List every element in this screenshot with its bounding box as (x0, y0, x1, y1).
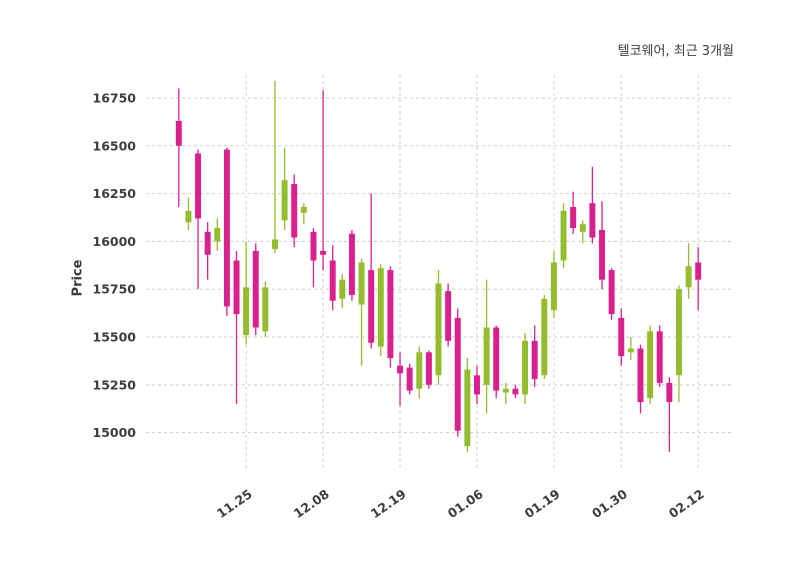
candle-body (214, 228, 221, 242)
candle-body (416, 352, 423, 389)
candle-body (493, 327, 500, 391)
candle-body (579, 224, 586, 232)
candle-body (618, 317, 625, 357)
x-tick-label: 01.06 (445, 486, 486, 521)
x-tick-label: 12.19 (368, 486, 409, 521)
candle-body (675, 289, 682, 376)
candle-body (281, 180, 288, 221)
candle-body (368, 270, 375, 343)
candle-body (195, 153, 202, 219)
candle-body (358, 262, 365, 305)
x-tick-label: 11.25 (214, 486, 255, 521)
candle-body (695, 262, 702, 280)
candle-body (502, 388, 509, 393)
candle-body (666, 382, 673, 403)
y-tick-label: 16500 (93, 138, 137, 153)
candle-body (512, 388, 519, 395)
y-tick-label: 16250 (93, 186, 137, 201)
candle-body (320, 250, 327, 255)
candle-body (377, 268, 384, 347)
candle-body (685, 266, 692, 288)
candle-body (233, 260, 240, 315)
candle-body (387, 270, 394, 359)
candle-body (608, 270, 615, 315)
candle-body (397, 365, 404, 374)
y-tick-label: 15750 (93, 282, 137, 297)
candle-body (175, 120, 182, 146)
candle-body (348, 233, 355, 295)
x-tick-label: 02.12 (666, 486, 707, 521)
y-tick-label: 16750 (93, 90, 137, 105)
candle-body (464, 369, 471, 447)
candle-body (570, 206, 577, 229)
candle-body (339, 279, 346, 299)
x-tick-label: 01.19 (522, 486, 563, 521)
candle-body (252, 250, 259, 328)
candle-body (550, 262, 557, 311)
candle-body (483, 327, 490, 385)
candle-body (243, 287, 250, 336)
candle-body (445, 291, 452, 341)
candle-body (425, 352, 432, 385)
candle-body (541, 298, 548, 376)
candle-body (262, 287, 269, 332)
candle-body (300, 206, 307, 213)
candle-body (223, 149, 230, 307)
candle-body (589, 203, 596, 238)
x-tick-label: 01.30 (589, 486, 630, 521)
candle-body (473, 375, 480, 395)
candle-body (406, 367, 413, 391)
candle-body (185, 210, 192, 223)
candle-body (272, 239, 278, 250)
y-tick-label: 15500 (93, 330, 137, 345)
candle-body (435, 283, 442, 376)
candle-body (522, 340, 529, 395)
y-tick-label: 16000 (93, 234, 137, 249)
candle-body (656, 331, 663, 383)
candle-body (599, 229, 605, 280)
y-tick-label: 15250 (93, 377, 137, 392)
candle-body (291, 184, 298, 238)
candle-body (531, 340, 538, 380)
candle-body (454, 317, 461, 431)
candle-body (560, 210, 567, 261)
candle-body (647, 331, 654, 399)
candle-body (310, 231, 317, 261)
candle-body (637, 348, 644, 403)
chart-title: 텔코웨어, 최근 3개월 (617, 44, 734, 59)
candle-body (329, 260, 336, 301)
candle-body (627, 348, 634, 353)
x-tick-label: 12.08 (291, 486, 332, 521)
y-tick-label: 15000 (93, 425, 137, 440)
candle-body (204, 231, 211, 255)
